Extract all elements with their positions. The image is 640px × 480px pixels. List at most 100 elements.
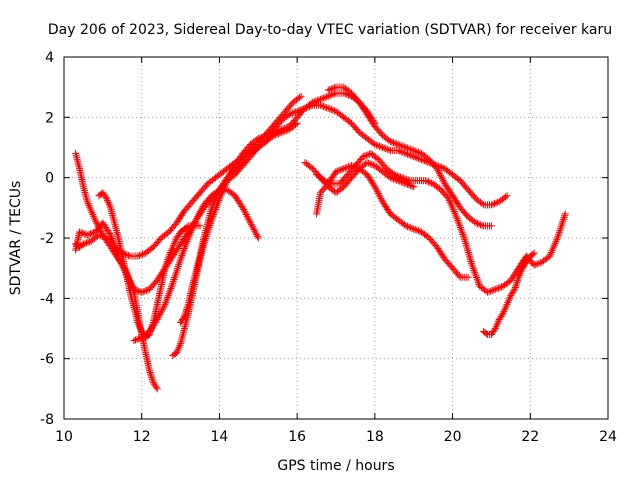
data-point <box>466 254 474 262</box>
data-point <box>466 256 474 264</box>
data-point <box>137 251 145 259</box>
data-point <box>410 183 418 191</box>
data-point <box>133 335 141 343</box>
data-point <box>299 105 307 113</box>
data-point <box>397 173 405 181</box>
data-point <box>548 247 556 255</box>
data-point <box>76 228 84 236</box>
data-point <box>193 214 201 222</box>
data-point <box>135 320 143 328</box>
data-point <box>471 268 479 276</box>
data-point <box>376 193 384 201</box>
data-point <box>337 166 345 174</box>
data-point <box>254 234 262 242</box>
data-point <box>467 259 475 267</box>
data-point <box>97 228 105 236</box>
data-point <box>470 218 478 226</box>
data-point <box>416 155 424 163</box>
data-point <box>249 224 257 232</box>
data-point <box>402 180 410 188</box>
data-point <box>500 308 508 316</box>
data-point <box>134 318 142 326</box>
data-point <box>149 377 157 385</box>
data-point <box>241 209 249 217</box>
y-tick-label: 4 <box>45 50 54 66</box>
data-point <box>450 207 458 215</box>
data-point <box>147 372 155 380</box>
data-point <box>95 224 103 232</box>
series-arc-7 <box>177 101 511 326</box>
y-tick-label: 0 <box>45 171 54 187</box>
data-point <box>385 146 393 154</box>
data-point <box>330 90 338 98</box>
data-point <box>536 259 544 267</box>
data-point <box>106 229 114 237</box>
data-point <box>250 226 258 234</box>
data-point <box>482 330 490 338</box>
data-point <box>394 177 402 185</box>
data-point <box>323 93 331 101</box>
data-point <box>396 147 404 155</box>
data-point <box>167 247 175 255</box>
data-point <box>192 216 200 224</box>
data-point <box>172 268 180 276</box>
data-point <box>296 106 304 114</box>
data-point <box>436 171 444 179</box>
data-point <box>454 218 462 226</box>
data-point <box>397 142 405 150</box>
data-point <box>457 225 465 233</box>
data-point <box>187 229 195 237</box>
data-point <box>458 229 466 237</box>
data-point <box>410 225 418 233</box>
data-point <box>561 210 569 218</box>
data-point <box>313 96 321 104</box>
data-point <box>455 220 463 228</box>
data-point <box>254 134 262 142</box>
data-point <box>161 264 169 272</box>
data-point <box>371 140 379 148</box>
x-tick-label: 18 <box>366 429 384 445</box>
data-point <box>103 195 111 203</box>
data-point <box>390 171 398 179</box>
data-point <box>366 160 374 168</box>
data-point <box>329 106 337 114</box>
data-point <box>426 178 434 186</box>
data-point <box>85 230 93 238</box>
data-point <box>445 197 453 205</box>
data-point <box>413 154 421 162</box>
data-point <box>171 238 179 246</box>
data-point <box>154 314 162 322</box>
data-point <box>472 272 480 280</box>
data-point <box>421 177 429 185</box>
data-point <box>428 179 436 187</box>
data-point <box>334 167 342 175</box>
data-point <box>170 276 178 284</box>
data-point <box>462 241 470 249</box>
data-point <box>91 216 99 224</box>
data-point <box>532 261 540 269</box>
data-point <box>183 238 191 246</box>
data-point <box>83 198 91 206</box>
data-point <box>176 257 184 265</box>
data-point <box>292 108 300 116</box>
data-point <box>493 285 501 293</box>
data-point <box>196 209 204 217</box>
data-point <box>155 312 163 320</box>
data-point <box>174 345 182 353</box>
grid <box>64 57 608 419</box>
data-point <box>164 256 172 264</box>
data-point <box>411 147 419 155</box>
data-point <box>137 326 145 334</box>
data-point <box>104 197 112 205</box>
data-point <box>196 208 204 216</box>
data-point <box>399 142 407 150</box>
data-point <box>393 172 401 180</box>
data-point <box>245 216 253 224</box>
data-point <box>248 222 256 230</box>
data-point <box>383 145 391 153</box>
data-point <box>439 176 447 184</box>
data-point <box>390 139 398 147</box>
data-point <box>484 288 492 296</box>
data-point <box>397 178 405 186</box>
data-point <box>302 104 310 112</box>
